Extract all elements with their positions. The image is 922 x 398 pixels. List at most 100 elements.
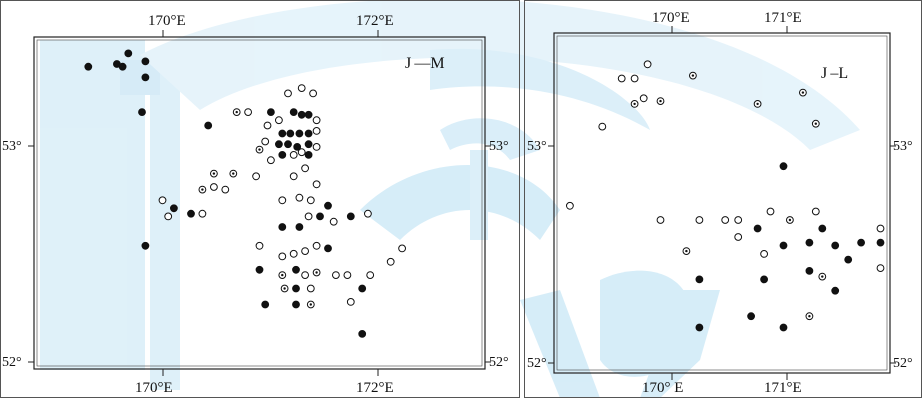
epicenter-point [760,275,769,284]
epicenter-point [831,241,840,250]
epicenter-point [124,49,133,58]
epicenter-point [275,116,283,125]
epicenter-point [811,207,820,216]
right-label-2: 52° [893,356,913,371]
epicenter-point [309,89,318,98]
epicenter-point [312,116,321,125]
epicenter-point-center-dot [212,172,216,175]
epicenter-point [304,151,313,159]
map-right-svg: 170°E 171°E 170° E 171°E 53° 52° 53° 52°… [524,0,922,398]
epicenter-point-center-dot [685,249,688,253]
epicenter-point [297,148,306,157]
epicenter-point [364,209,372,218]
epicenter-point-center-dot [814,122,817,125]
epicenter-point [617,74,626,83]
epicenter-point [386,257,395,266]
epicenter-point [164,212,173,221]
epicenter-point [306,284,315,293]
top-label-1: 170°E [652,10,690,26]
epicenter-point [289,108,298,116]
epicenter-point [734,233,743,241]
epicenter-point-center-dot [281,273,284,277]
epicenter-point [284,140,292,149]
epicenter-point [295,223,304,231]
epicenter-point [312,180,321,189]
epicenter-point-center-dot [801,91,805,94]
epicenter-point [332,271,340,280]
epicenter-point [857,238,866,247]
epicenter-point [295,129,304,138]
epicenter-point [278,151,287,159]
epicenter-point [292,284,300,293]
left-label-1: 53° [2,139,22,154]
epicenter-point [695,275,704,284]
epicenter-point [734,216,743,224]
epicenter-point [753,224,762,233]
epicenter-point [301,271,310,280]
epicenter-point [275,140,283,149]
epicenter-point [301,247,310,256]
left-label-2: 52° [527,356,547,371]
panel-title: J —M [405,55,445,72]
epicenter-point [831,286,840,295]
epicenter-point [138,108,146,116]
epicenter-point [343,271,352,280]
epicenter-point [278,129,287,138]
epicenter-point [366,271,375,280]
epicenter-point [324,201,332,210]
epicenter-point [805,267,814,275]
epicenter-point-center-dot [315,271,318,274]
epicenter-point [876,238,885,247]
epicenter-point [643,60,652,69]
epicenter-point [312,126,321,135]
epicenter-point [766,207,775,216]
epicenter-point [286,129,295,138]
top-label-1: 170°E [148,13,186,29]
epicenter-point [289,151,298,159]
epicenter-point [261,300,270,309]
epicenter-point [267,108,275,116]
epicenter-point [695,323,704,332]
epicenter-point [312,241,321,250]
epicenter-point [261,137,270,146]
epicenter-point [346,298,355,306]
epicenter-point [316,212,324,221]
epicenter-point [267,156,275,165]
bottom-label-2: 171°E [764,380,802,396]
epicenter-point [170,204,178,213]
epicenter-point [844,255,853,264]
epicenter-point [805,238,814,247]
epicenter-point [141,73,150,82]
epicenter-point [263,121,272,130]
epicenter-point [297,110,306,119]
epicenter-point [760,250,769,258]
epicenter-point [289,249,298,258]
map-panel-left: 170°E 172°E 170°E 172°E 53° 52° 53° 52° … [0,0,520,398]
epicenter-point-center-dot [201,188,204,191]
epicenter-point [721,216,730,224]
epicenter-point [358,284,367,293]
epicenter-point [876,224,885,233]
epicenter-point [278,196,287,205]
epicenter-point-center-dot [659,99,662,103]
bottom-label-2: 172°E [356,380,394,396]
epicenter-point [293,143,302,151]
epicenter-point-center-dot [821,275,824,278]
epicenter-point-center-dot [232,172,235,175]
epicenter-point [141,57,150,66]
epicenter-point [818,224,827,233]
epicenter-point [304,110,313,119]
epicenter-point [284,89,292,98]
epicenter-points [566,60,885,332]
epicenter-point-center-dot [235,110,238,114]
epicenter-point [630,74,639,83]
epicenter-point [289,172,298,181]
epicenter-point-center-dot [258,148,261,151]
top-label-2: 172°E [356,13,394,29]
epicenter-point [598,122,607,131]
epicenter-point [204,121,213,130]
epicenter-point [876,264,885,273]
panel-title: J –L [821,65,848,82]
epicenter-point [304,129,313,138]
top-label-2: 171°E [764,10,802,26]
